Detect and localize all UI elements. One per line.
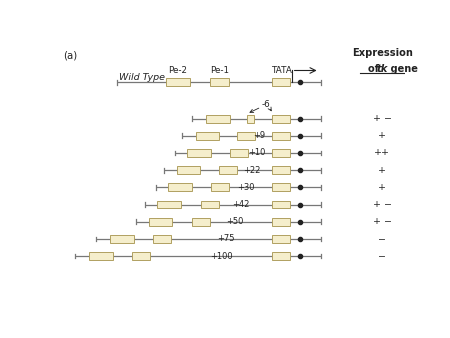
Text: −: −: [378, 234, 387, 243]
Text: Expression: Expression: [352, 48, 413, 58]
Bar: [273, 149, 290, 157]
Bar: [192, 218, 210, 225]
Bar: [273, 235, 290, 243]
Text: Wild Type: Wild Type: [119, 73, 165, 82]
Bar: [248, 115, 254, 123]
Bar: [212, 184, 229, 191]
Text: + −: + −: [373, 114, 392, 123]
Text: −: −: [378, 251, 387, 261]
Text: -6: -6: [261, 100, 270, 109]
Bar: [273, 115, 290, 123]
Bar: [201, 201, 219, 209]
Text: Pe-2: Pe-2: [168, 66, 188, 75]
Bar: [158, 201, 181, 209]
Bar: [206, 115, 230, 123]
Text: +42: +42: [232, 200, 249, 209]
Text: + −: + −: [373, 217, 392, 226]
Bar: [273, 184, 290, 191]
Text: gene: gene: [387, 64, 418, 74]
Bar: [153, 235, 171, 243]
Text: of: of: [368, 64, 382, 74]
Bar: [237, 132, 255, 140]
Bar: [273, 218, 290, 225]
Text: (a): (a): [63, 51, 77, 61]
Text: +: +: [378, 166, 387, 175]
Bar: [273, 132, 290, 140]
Text: +9: +9: [253, 131, 266, 140]
Text: +100: +100: [210, 251, 232, 261]
Text: tk: tk: [377, 64, 388, 74]
Text: Pe-1: Pe-1: [210, 66, 229, 75]
Bar: [273, 78, 290, 86]
Bar: [187, 149, 211, 157]
Text: +10: +10: [248, 148, 266, 158]
Bar: [230, 149, 248, 157]
Bar: [132, 252, 150, 260]
Bar: [273, 166, 290, 174]
Text: TATA: TATA: [271, 66, 292, 75]
Text: +: +: [378, 131, 387, 140]
Bar: [166, 78, 190, 86]
Text: +50: +50: [226, 217, 244, 226]
Bar: [176, 166, 200, 174]
Bar: [273, 252, 290, 260]
Text: +: +: [378, 183, 387, 192]
Text: +75: +75: [217, 234, 234, 243]
Bar: [148, 218, 172, 225]
Bar: [110, 235, 134, 243]
Bar: [168, 184, 192, 191]
Text: + −: + −: [373, 200, 392, 209]
Text: ++: ++: [374, 148, 390, 158]
Text: +30: +30: [238, 183, 255, 192]
Bar: [196, 132, 220, 140]
Bar: [273, 201, 290, 209]
Bar: [220, 166, 237, 174]
Bar: [210, 78, 229, 86]
Bar: [90, 252, 113, 260]
Text: +22: +22: [243, 166, 260, 175]
